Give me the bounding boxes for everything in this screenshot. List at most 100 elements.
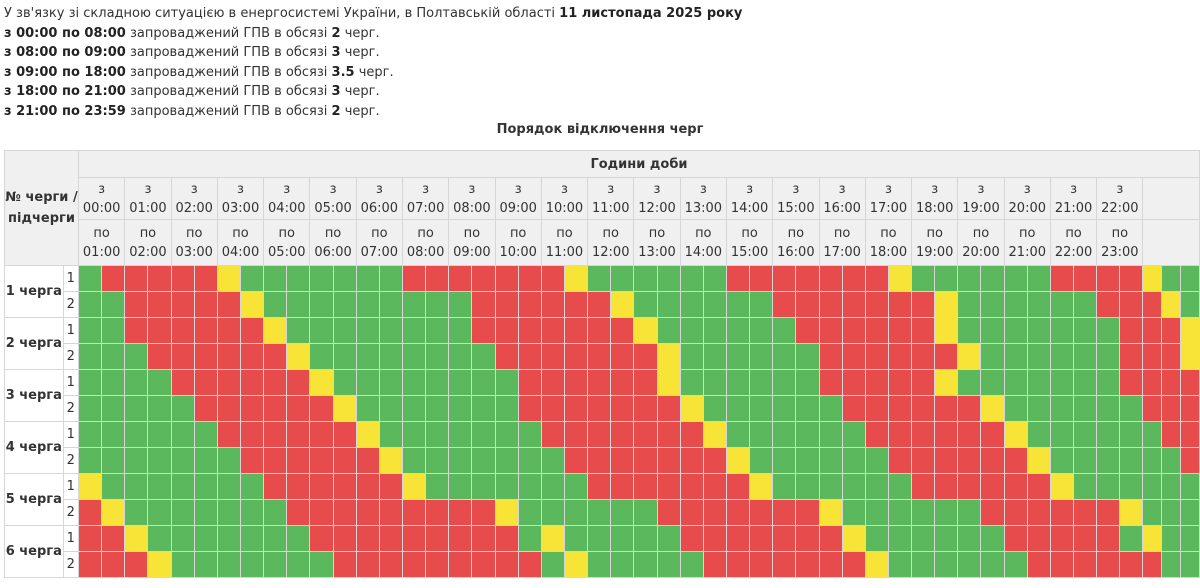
power-possible-cell [332, 395, 357, 422]
power-off-cell [1096, 499, 1121, 526]
power-off-cell [494, 265, 519, 292]
period-line: з 21:00 по 23:59 запроваджений ГПВ в обс… [4, 102, 742, 122]
power-off-cell [1142, 343, 1163, 370]
hour-start-header: з 21:00 [1049, 177, 1098, 221]
hour-end-header: по 12:00 [587, 219, 635, 266]
power-on-cell [425, 343, 450, 370]
hour-to-word: по [509, 225, 527, 241]
power-on-cell [170, 395, 195, 422]
power-on-cell [587, 551, 612, 578]
power-possible-cell [147, 551, 172, 578]
power-off-cell [286, 473, 311, 500]
power-on-cell [448, 317, 473, 344]
period-volume: 2 [331, 103, 341, 119]
power-on-cell [702, 265, 727, 292]
hour-end-value: 01:00 [82, 244, 121, 260]
power-on-cell [1003, 369, 1028, 396]
power-off-cell [216, 369, 241, 396]
hour-to-word: по [278, 225, 295, 241]
power-on-cell [887, 551, 913, 578]
power-on-cell [239, 499, 265, 526]
power-possible-cell [263, 317, 288, 344]
power-on-cell [401, 291, 427, 318]
hour-start-header: з 02:00 [170, 177, 218, 221]
power-on-cell [818, 395, 843, 422]
power-on-cell [725, 369, 751, 396]
power-on-cell [725, 317, 751, 344]
power-on-cell [772, 369, 797, 396]
power-off-cell [355, 447, 380, 474]
power-off-cell [587, 369, 612, 396]
period-suffix: черг. [340, 84, 380, 99]
power-off-cell [193, 395, 218, 422]
power-on-cell [239, 551, 265, 578]
power-on-cell [772, 473, 797, 500]
hour-from-word: з [560, 181, 568, 197]
hour-start-value: 08:00 [453, 200, 491, 216]
power-off-cell [540, 395, 565, 422]
power-off-cell [1003, 525, 1028, 552]
power-on-cell [957, 369, 982, 396]
hour-from-word: з [1116, 181, 1124, 197]
subqueue-label: 2 [62, 343, 80, 370]
schedule-title: Порядок відключення черг [496, 122, 704, 137]
power-off-cell [448, 265, 473, 292]
power-off-cell [517, 369, 542, 396]
power-off-cell [378, 525, 403, 552]
power-on-cell [448, 291, 473, 318]
power-on-cell [1179, 499, 1200, 526]
power-on-cell [1026, 421, 1051, 448]
schedule-row: 5 черга 1 [4, 473, 1200, 526]
power-off-cell [980, 499, 1005, 526]
power-off-cell [679, 473, 704, 500]
power-off-cell [818, 291, 843, 318]
power-off-cell [170, 265, 195, 292]
power-off-cell [471, 265, 496, 292]
power-off-cell [378, 551, 403, 578]
power-on-cell [702, 317, 727, 344]
power-off-cell [795, 499, 820, 526]
power-on-cell [1179, 291, 1200, 318]
power-off-cell [934, 473, 959, 500]
power-on-cell [286, 291, 311, 318]
power-off-cell [1049, 499, 1075, 526]
power-off-cell [448, 499, 473, 526]
hour-end-header: по 08:00 [401, 219, 450, 266]
hour-to-word: по [324, 225, 342, 241]
power-off-cell [587, 447, 612, 474]
hour-start-value: 19:00 [962, 200, 1000, 216]
power-off-cell [540, 317, 565, 344]
period-time: з 09:00 по 18:00 [4, 64, 126, 80]
hour-end-header: по 10:00 [494, 219, 542, 266]
power-on-cell [795, 369, 820, 396]
power-off-cell [702, 499, 727, 526]
power-on-cell [448, 369, 473, 396]
power-off-cell [1142, 551, 1163, 578]
power-off-cell [725, 525, 751, 552]
power-off-cell [216, 343, 241, 370]
power-off-cell [1179, 447, 1200, 474]
hour-start-header: з 10:00 [540, 177, 589, 221]
hour-end-value: 19:00 [915, 244, 954, 260]
power-on-cell [911, 525, 936, 552]
hour-start-header: з 14:00 [725, 177, 774, 221]
power-possible-cell [1179, 317, 1200, 344]
hour-from-word: з [283, 181, 291, 197]
power-off-cell [216, 291, 241, 318]
power-off-cell [610, 369, 635, 396]
power-on-cell [216, 525, 241, 552]
power-off-cell [725, 499, 751, 526]
power-off-cell [540, 369, 565, 396]
power-off-cell [170, 291, 195, 318]
power-off-cell [864, 265, 889, 292]
power-on-cell [1026, 343, 1051, 370]
power-on-cell [1073, 447, 1098, 474]
power-on-cell [332, 317, 357, 344]
power-on-cell [193, 525, 218, 552]
power-off-cell [494, 317, 519, 344]
power-possible-cell [1179, 343, 1200, 370]
power-on-cell [702, 395, 727, 422]
power-on-cell [1073, 395, 1098, 422]
hour-to-word: по [139, 225, 157, 241]
power-on-cell [355, 395, 380, 422]
